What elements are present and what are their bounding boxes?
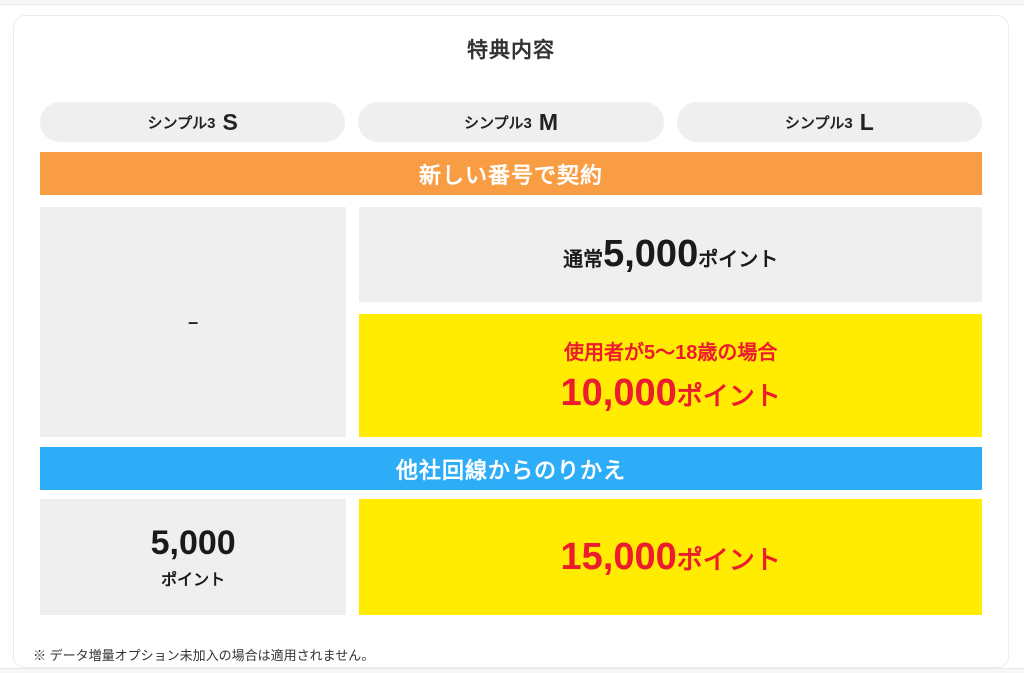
benefits-card: 特典内容 シンプル3 S シンプル3 M シンプル3 L 新しい番号で契約 – — [13, 15, 1009, 668]
mnp-ml-points-line: 15,000 ポイント — [561, 536, 781, 579]
banner-mnp: 他社回線からのりかえ — [40, 447, 982, 490]
bottom-divider — [0, 668, 1024, 673]
dash-value: – — [188, 311, 199, 332]
normal-prefix: 通常 — [563, 249, 604, 271]
cell-ml-new-contract: 通常 5,000 ポイント 使用者が5〜18歳の場合 10,000 ポイント — [359, 207, 982, 437]
mnp-ml-value: 15,000 — [560, 535, 677, 578]
mnp-s-unit: ポイント — [161, 572, 226, 589]
mnp-row: 5,000 ポイント 15,000 ポイント — [40, 499, 982, 615]
banner-new-contract: 新しい番号で契約 — [40, 152, 982, 195]
plan-pill-s: シンプル3 S — [40, 102, 346, 142]
special-unit: ポイント — [676, 381, 781, 411]
plan-size: M — [538, 108, 559, 135]
top-divider — [0, 0, 1024, 5]
normal-unit: ポイント — [698, 249, 779, 271]
plan-name: シンプル3 — [784, 114, 853, 132]
mnp-s-value: 5,000 — [150, 524, 236, 562]
normal-value: 5,000 — [603, 233, 699, 275]
special-condition: 使用者が5〜18歳の場合 — [563, 342, 778, 364]
plan-name: シンプル3 — [463, 114, 532, 132]
cell-ml-mnp: 15,000 ポイント — [359, 499, 982, 615]
plan-size: S — [222, 108, 238, 135]
new-contract-row: – 通常 5,000 ポイント 使用者が5〜18歳の場合 10,000 ポイント — [40, 207, 982, 437]
page-title: 特典内容 — [467, 39, 555, 62]
plan-pill-m: シンプル3 M — [358, 102, 664, 142]
special-value: 10,000 — [560, 372, 677, 414]
cell-s-new-contract: – — [40, 207, 347, 437]
cell-ml-normal-points: 通常 5,000 ポイント — [359, 207, 982, 302]
mnp-ml-unit: ポイント — [676, 544, 781, 575]
cell-s-mnp: 5,000 ポイント — [40, 499, 347, 615]
plan-header-row: シンプル3 S シンプル3 M シンプル3 L — [40, 102, 982, 142]
plan-size: L — [859, 108, 874, 135]
plan-name: シンプル3 — [147, 114, 216, 132]
footnote: ※ データ増量オプション未加入の場合は適用されません。 — [33, 648, 375, 663]
normal-points-line: 通常 5,000 ポイント — [563, 233, 778, 276]
plan-pill-l: シンプル3 L — [676, 102, 982, 142]
special-points-line: 10,000 ポイント — [561, 372, 781, 415]
cell-ml-special-points: 使用者が5〜18歳の場合 10,000 ポイント — [359, 314, 982, 437]
